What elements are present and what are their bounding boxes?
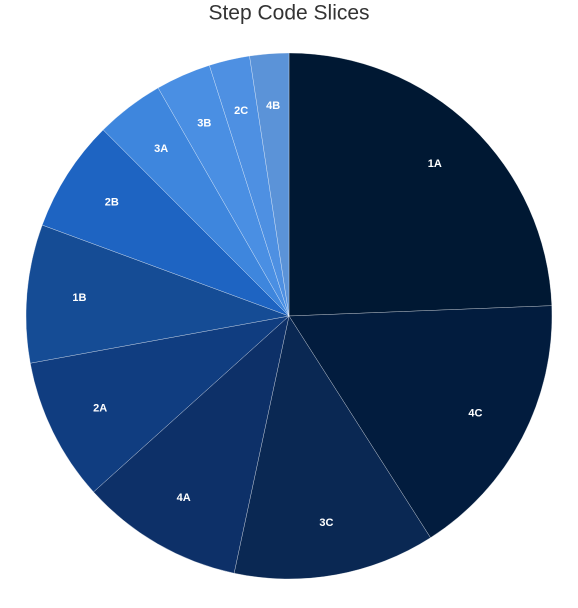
slice-label: 1B [72, 292, 86, 304]
pie-slice [233, 315, 431, 580]
slice-label: 2C [234, 105, 248, 117]
slice-label: 3C [319, 517, 333, 529]
pie-slice [25, 224, 290, 364]
pie-slice [30, 315, 290, 493]
slice-label: 2B [105, 196, 119, 208]
slice-label: 4C [468, 407, 482, 419]
slice-label: 4B [266, 100, 280, 112]
slice-label: 3A [154, 143, 168, 155]
chart-title: Step Code Slices [208, 2, 369, 25]
pie-slice [249, 52, 290, 317]
slice-label: 3B [197, 117, 211, 129]
pie-slice [42, 129, 290, 317]
slice-label: 2A [93, 403, 107, 415]
pie-slice [288, 52, 552, 317]
slice-label: 4A [177, 492, 191, 504]
slice-label: 1A [428, 158, 442, 170]
pie-slice [288, 305, 553, 538]
pie-slice [93, 315, 290, 574]
